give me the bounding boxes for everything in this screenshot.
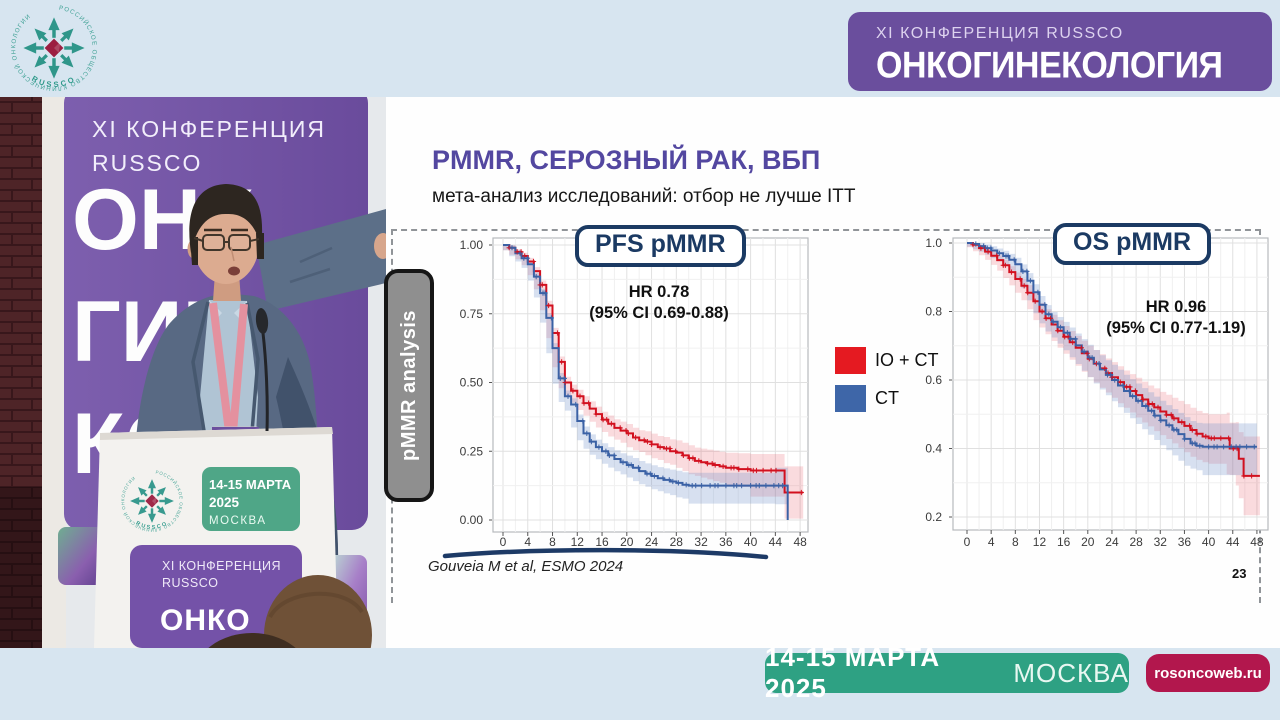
x-tick-label: 40 bbox=[744, 535, 758, 549]
podium-date-panel bbox=[202, 467, 300, 531]
x-tick-label: 48 bbox=[1250, 535, 1264, 549]
y-tick-label: 0.00 bbox=[460, 513, 484, 527]
x-tick-label: 44 bbox=[769, 535, 783, 549]
y-tick-label: 0.50 bbox=[460, 376, 484, 390]
footer-site-pill: rosoncoweb.ru bbox=[1146, 654, 1270, 692]
x-tick-label: 20 bbox=[1081, 535, 1095, 549]
pfs-hr-annotation: HR 0.78 (95% CI 0.69-0.88) bbox=[589, 283, 729, 323]
podium-line1: XI КОНФЕРЕНЦИЯ bbox=[162, 559, 281, 573]
x-tick-label: 36 bbox=[1178, 535, 1192, 549]
page-number: 23 bbox=[1232, 566, 1247, 581]
x-tick-label: 40 bbox=[1202, 535, 1216, 549]
side-label-box: pMMR analysis bbox=[384, 269, 434, 502]
x-tick-label: 8 bbox=[549, 535, 556, 549]
backdrop-line1: XI КОНФЕРЕНЦИЯ bbox=[92, 116, 326, 142]
presenter-mouth bbox=[228, 266, 240, 276]
x-tick-label: 32 bbox=[694, 535, 708, 549]
x-tick-label: 32 bbox=[1154, 535, 1168, 549]
footer-date-city: МОСКВА bbox=[1013, 657, 1129, 688]
x-tick-label: 4 bbox=[524, 535, 531, 549]
y-tick-label: 1.0 bbox=[925, 236, 942, 250]
x-tick-label: 28 bbox=[670, 535, 684, 549]
podium-date2: 2025 bbox=[209, 495, 240, 510]
podium-line2: RUSSCO bbox=[162, 576, 218, 590]
x-tick-label: 0 bbox=[964, 535, 971, 549]
x-tick-label: 20 bbox=[620, 535, 634, 549]
presentation-slide: PMMR, СЕРОЗНЫЙ РАК, ВБП мета-анализ иссл… bbox=[384, 97, 1280, 648]
x-tick-label: 24 bbox=[1105, 535, 1119, 549]
speaker-photo-art: XI КОНФЕРЕНЦИЯ RUSSCO ОНК ГИН КОЛ bbox=[0, 97, 386, 648]
chart-panel bbox=[952, 237, 1269, 531]
y-tick-label: 0.2 bbox=[925, 510, 942, 524]
audience-head bbox=[264, 575, 372, 648]
footer-site-label: rosoncoweb.ru bbox=[1154, 664, 1262, 682]
citation: Gouveia M et al, ESMO 2024 bbox=[428, 558, 624, 575]
x-tick-label: 16 bbox=[595, 535, 609, 549]
podium-big: ОНКО bbox=[160, 604, 251, 637]
audience-head-2 bbox=[208, 633, 296, 648]
x-tick-label: 4 bbox=[988, 535, 995, 549]
slide-title: PMMR, СЕРОЗНЫЙ РАК, ВБП bbox=[432, 145, 821, 175]
x-tick-label: 12 bbox=[1033, 535, 1047, 549]
lanyard bbox=[209, 302, 233, 433]
censor-ticks bbox=[970, 242, 1255, 479]
side-label: pMMR analysis bbox=[397, 310, 420, 461]
km-band bbox=[503, 245, 788, 519]
legend-label-io-ct: IO + CT bbox=[875, 350, 939, 370]
y-tick-label: 0.6 bbox=[925, 373, 942, 387]
presenter-hair bbox=[189, 184, 263, 253]
podium: 14-15 МАРТА 2025 МОСКВА XI КОНФЕРЕНЦИЯ R… bbox=[94, 427, 338, 648]
banner-subtitle: XI КОНФЕРЕНЦИЯ RUSSCO bbox=[876, 25, 1124, 42]
x-tick-label: 12 bbox=[571, 535, 585, 549]
slide-subtitle: мета-анализ исследований: отбор не лучше… bbox=[432, 186, 856, 207]
legend-swatch-io-ct bbox=[835, 347, 866, 374]
x-tick-label: 16 bbox=[1057, 535, 1071, 549]
russco-logo: РОССИЙСКОЕ ОБЩЕСТВО КЛИНИЧЕСКОЙ ОНКОЛОГИ… bbox=[8, 2, 100, 94]
censor-ticks bbox=[973, 241, 1257, 450]
banner-title: ОНКОГИНЕКОЛОГИЯ bbox=[876, 45, 1223, 87]
x-tick-label: 24 bbox=[645, 535, 659, 549]
legend-label-ct: CT bbox=[875, 388, 899, 408]
legend-item-ct: CT bbox=[835, 385, 939, 412]
speaker-photo: XI КОНФЕРЕНЦИЯ RUSSCO ОНК ГИН КОЛ bbox=[0, 97, 386, 648]
chart-legend: IO + CT CT bbox=[835, 347, 939, 423]
podium-date1: 14-15 МАРТА bbox=[209, 477, 292, 492]
y-tick-label: 0.8 bbox=[925, 305, 942, 319]
presenter-hand bbox=[374, 233, 386, 259]
backdrop-line2: RUSSCO bbox=[92, 150, 202, 176]
y-tick-label: 0.25 bbox=[460, 444, 484, 458]
podium-city: МОСКВА bbox=[209, 515, 267, 527]
x-tick-label: 48 bbox=[793, 535, 807, 549]
y-tick-label: 0.75 bbox=[460, 307, 484, 321]
x-tick-label: 44 bbox=[1226, 535, 1240, 549]
x-tick-label: 28 bbox=[1129, 535, 1143, 549]
x-tick-label: 36 bbox=[719, 535, 733, 549]
os-title-box: OS pMMR bbox=[1053, 223, 1212, 265]
censor-ticks bbox=[506, 245, 804, 496]
os-hr-annotation: HR 0.96 (95% CI 0.77-1.19) bbox=[1106, 298, 1246, 338]
underline-swoosh bbox=[442, 547, 769, 560]
censor-ticks bbox=[509, 245, 786, 489]
podium-purple-panel bbox=[130, 545, 302, 648]
grid-lines bbox=[953, 238, 1268, 530]
x-tick-label: 8 bbox=[1012, 535, 1019, 549]
decor-tile-left bbox=[58, 527, 104, 585]
brick-wall bbox=[0, 97, 44, 648]
presenter-extended-arm bbox=[256, 209, 386, 311]
km-charts: 1.000.750.500.250.000 4 8 12 16 20 24 28 32 36 40 4… bbox=[442, 236, 1269, 560]
legend-swatch-ct bbox=[835, 385, 866, 412]
km-curve bbox=[967, 242, 1257, 448]
footer-date-pill: 14-15 МАРТА 2025 МОСКВА bbox=[765, 642, 1129, 703]
microphone bbox=[261, 332, 269, 432]
legend-item-io-ct: IO + CT bbox=[835, 347, 939, 374]
x-tick-label: 0 bbox=[500, 535, 507, 549]
conference-banner: XI КОНФЕРЕНЦИЯ RUSSCO ОНКОГИНЕКОЛОГИЯ bbox=[848, 12, 1272, 91]
y-tick-label: 1.00 bbox=[460, 238, 484, 252]
glasses bbox=[202, 234, 225, 251]
footer-date-bold: 14-15 МАРТА 2025 bbox=[765, 642, 941, 703]
pfs-title-box: PFS pMMR bbox=[575, 225, 746, 267]
y-tick-label: 0.4 bbox=[925, 442, 942, 456]
